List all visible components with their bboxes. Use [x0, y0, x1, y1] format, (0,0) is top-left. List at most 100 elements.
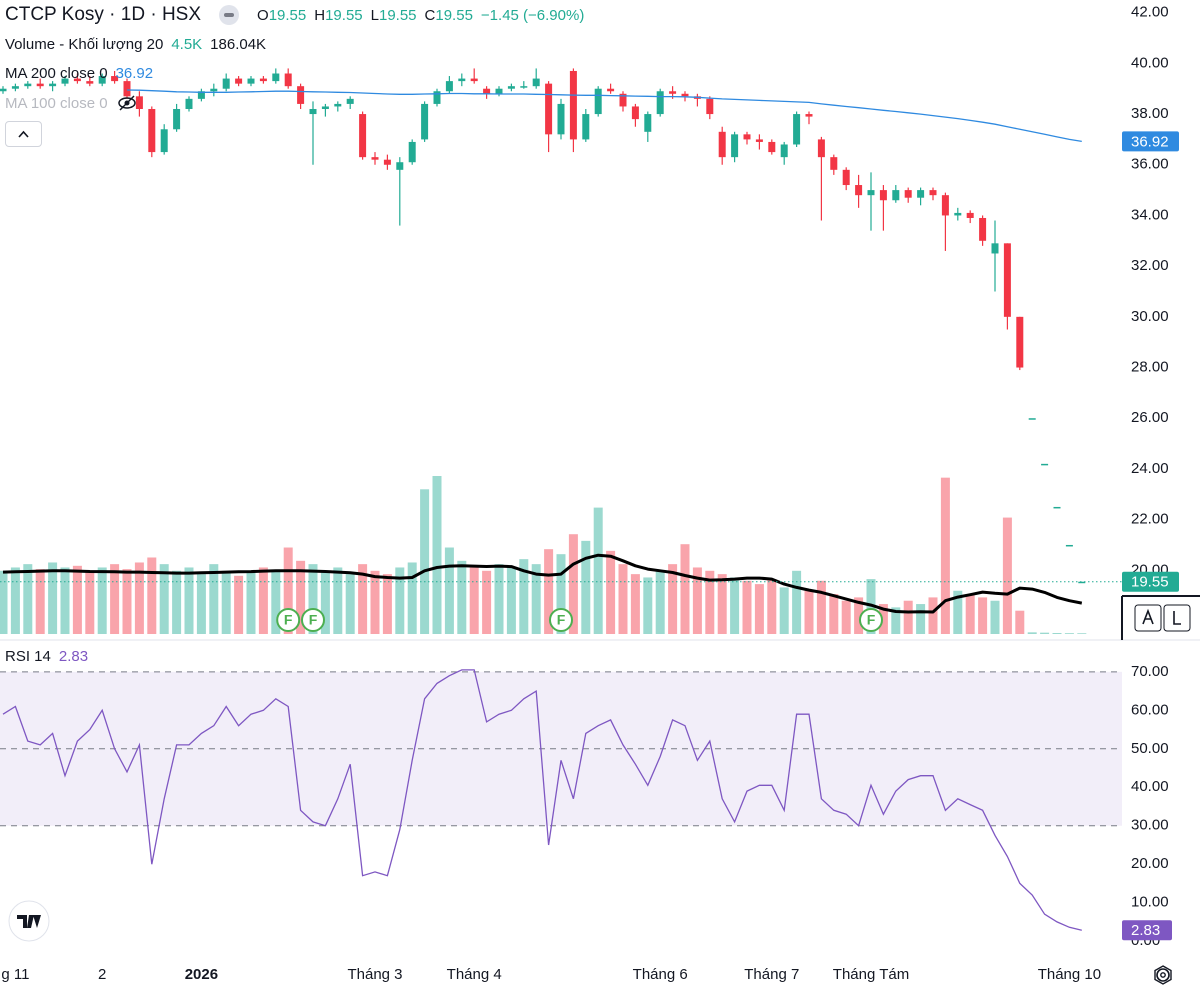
- x-tick-label: Tháng 10: [1038, 966, 1101, 983]
- symbol-title[interactable]: CTCP Kosy · 1D · HSX: [5, 4, 202, 25]
- candle-body: [507, 86, 515, 89]
- volume-bar: [345, 574, 355, 634]
- rsi-tick-label: 50.00: [1131, 740, 1169, 757]
- volume-bar: [320, 570, 330, 634]
- price-tick-label: 22.00: [1131, 511, 1169, 528]
- candle-body: [904, 190, 912, 198]
- candle-body: [569, 70, 577, 140]
- candle-body: [483, 88, 491, 94]
- volume-bar: [271, 570, 281, 634]
- scale-button[interactable]: [1134, 604, 1162, 632]
- volume-bar: [568, 534, 578, 634]
- volume-bar: [779, 587, 789, 634]
- candle-body: [1003, 243, 1011, 317]
- volume-bar: [358, 564, 368, 634]
- volume-bar: [965, 594, 975, 634]
- rsi-tick-label: 60.00: [1131, 701, 1169, 718]
- event-marker[interactable]: [549, 608, 573, 632]
- event-marker[interactable]: [301, 608, 325, 632]
- scale-button[interactable]: [1163, 604, 1191, 632]
- last-price-label: 19.55: [1131, 574, 1169, 591]
- candle-body: [929, 190, 937, 196]
- candle-body: [309, 108, 317, 115]
- event-marker[interactable]: [276, 608, 301, 632]
- candle-body: [594, 88, 602, 115]
- candle-body: [210, 88, 218, 92]
- candle-body: [681, 93, 689, 97]
- candle-body: [731, 134, 739, 158]
- candle-body: [433, 91, 441, 104]
- candle-body: [879, 190, 887, 201]
- candle-body: [495, 88, 503, 94]
- volume-bar: [35, 569, 45, 634]
- candle-body: [631, 106, 639, 120]
- candle-body: [966, 212, 974, 218]
- volume-bar: [296, 560, 306, 634]
- close-value: 19.55: [435, 6, 473, 24]
- logo-icon: [17, 915, 41, 928]
- x-tick-label: Tháng 4: [447, 966, 502, 983]
- volume-bar: [990, 600, 1000, 634]
- volume-bar: [407, 562, 417, 634]
- volume-legend[interactable]: Volume - Khối lượng 20 4.5K 186.04K: [5, 34, 274, 54]
- candle-body: [582, 114, 590, 140]
- volume-bar: [531, 564, 541, 634]
- volume-bar: [1015, 610, 1025, 634]
- candle-body: [222, 78, 230, 89]
- candle-body: [445, 81, 453, 92]
- volume-bar: [643, 577, 653, 634]
- candle-body: [520, 86, 528, 88]
- candle-body: [656, 91, 664, 115]
- candle-body: [557, 103, 565, 135]
- candle-body: [73, 78, 81, 82]
- price-tick-label: 34.00: [1131, 206, 1169, 223]
- candle-body: [98, 76, 106, 84]
- volume-bar: [494, 564, 504, 634]
- rsi-tick-label: 10.00: [1131, 894, 1169, 911]
- settings-icon-core: [1160, 972, 1166, 978]
- price-tick-label: 36.00: [1131, 156, 1169, 173]
- candle-body: [1078, 581, 1086, 584]
- x-tick-label: g 11: [1, 966, 29, 983]
- candle-body: [160, 129, 168, 153]
- volume-bar: [308, 564, 318, 634]
- volume-bar: [978, 597, 988, 634]
- rsi-value: 2.83: [58, 647, 89, 665]
- ma-line: [126, 89, 1082, 143]
- volume-bar: [246, 572, 256, 634]
- collapse-toggle[interactable]: [219, 5, 240, 25]
- volume-bar: [854, 597, 864, 634]
- volume-bar: [85, 570, 95, 634]
- candle-body: [979, 217, 987, 241]
- ma200-name: MA 200 close 0: [5, 64, 108, 82]
- high-value: 19.55: [325, 6, 363, 24]
- volume-bar: [792, 570, 802, 634]
- volume-bar: [283, 547, 293, 634]
- volume-bar: [258, 567, 268, 634]
- ma200-legend[interactable]: MA 200 close 0 36.92: [5, 63, 161, 83]
- rsi-legend[interactable]: RSI 14 2.83: [5, 646, 96, 666]
- last-price-box: [1122, 571, 1179, 592]
- volume-bar: [668, 564, 678, 634]
- candle-body: [954, 212, 962, 216]
- collapse-legend-button[interactable]: [5, 121, 42, 147]
- candle-body: [755, 139, 763, 142]
- volume-bar: [606, 550, 616, 634]
- candle-body: [458, 78, 466, 82]
- volume-bar: [159, 564, 169, 634]
- event-marker-label: F: [309, 612, 318, 628]
- settings-icon[interactable]: [1156, 968, 1170, 982]
- volume-bar: [209, 564, 219, 634]
- hidden-eye-icon[interactable]: [116, 93, 138, 113]
- ma100-legend[interactable]: MA 100 close 0: [5, 93, 138, 113]
- candle-body: [111, 76, 119, 82]
- volume-bar: [705, 570, 715, 634]
- event-marker[interactable]: [859, 608, 883, 632]
- volume-bar: [940, 477, 950, 634]
- volume-bar: [1027, 632, 1037, 634]
- ohlc-label: H: [314, 6, 326, 24]
- candle-body: [135, 96, 143, 109]
- open-value: 19.55: [268, 6, 307, 24]
- volume-bar: [122, 569, 132, 634]
- volume-bar: [556, 554, 566, 634]
